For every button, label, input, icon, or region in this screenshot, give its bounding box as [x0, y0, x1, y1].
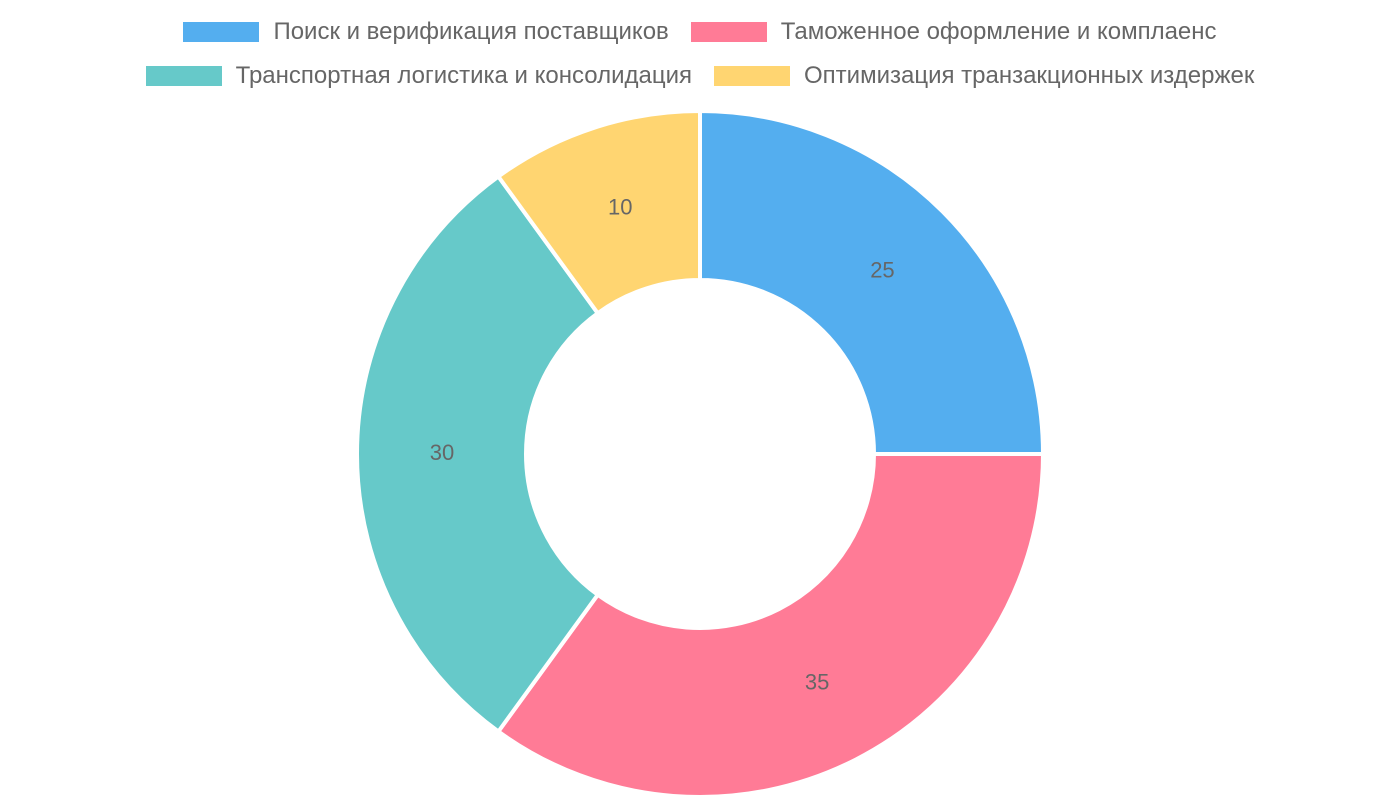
- legend-swatch: [714, 66, 790, 86]
- legend-label: Поиск и верификация поставщиков: [273, 18, 669, 45]
- slice-costs[interactable]: [495, 108, 702, 317]
- legend-item-logistics[interactable]: Транспортная логистика и консолидация: [145, 61, 692, 91]
- legend-row: Транспортная логистика и консолидация Оп…: [0, 61, 1400, 91]
- legend-label: Таможенное оформление и комплаенс: [780, 18, 1217, 45]
- legend-label: Оптимизация транзакционных издержек: [804, 62, 1255, 89]
- legend-swatch: [183, 22, 260, 42]
- slice-logistics[interactable]: [355, 173, 601, 735]
- chart-legend: Поиск и верификация поставщиков Таможенн…: [0, 0, 1400, 100]
- slice-value-costs: 10: [608, 194, 632, 219]
- legend-row: Поиск и верификация поставщиков Таможенн…: [0, 17, 1400, 47]
- slice-suppliers[interactable]: [698, 108, 1046, 456]
- legend-swatch: [145, 66, 222, 86]
- legend-swatch: [690, 22, 767, 42]
- slice-value-logistics: 30: [430, 440, 454, 465]
- legend-item-customs[interactable]: Таможенное оформление и комплаенс: [690, 17, 1217, 47]
- legend-item-costs[interactable]: Оптимизация транзакционных издержек: [714, 61, 1254, 91]
- slice-customs[interactable]: [495, 452, 1046, 799]
- slice-value-customs: 35: [805, 670, 829, 695]
- legend-label: Транспортная логистика и консолидация: [235, 62, 692, 89]
- legend-item-suppliers[interactable]: Поиск и верификация поставщиков: [183, 17, 669, 47]
- slice-value-suppliers: 25: [870, 257, 894, 282]
